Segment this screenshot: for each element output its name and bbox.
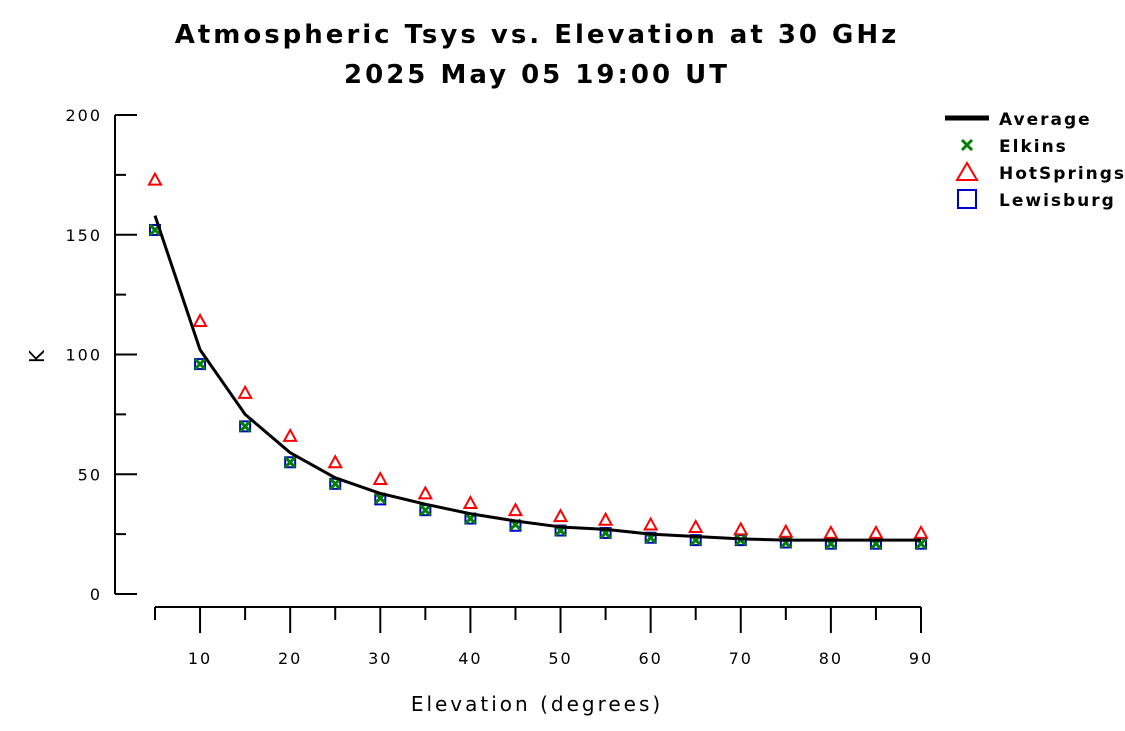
y-tick-label: 200	[65, 106, 102, 125]
legend-label-average: Average	[999, 110, 1092, 130]
data-point-hotsprings	[552, 508, 569, 523]
legend-swatch-hotsprings	[955, 161, 979, 181]
legend-swatch-elkins	[960, 138, 974, 152]
x-tick-label: 50	[548, 649, 572, 668]
data-point-hotsprings	[192, 312, 208, 327]
legend-label-lewisburg: Lewisburg	[999, 191, 1116, 211]
data-point-hotsprings	[327, 454, 343, 469]
x-axis: 10 20 30 40 50 60 70 80 90	[154, 606, 933, 668]
series-line-average	[153, 215, 921, 542]
data-point-hotsprings	[147, 171, 163, 186]
data-point-hotsprings	[913, 524, 929, 539]
x-axis-label: Elevation (degrees)	[411, 692, 663, 716]
data-point-lewisburg	[194, 358, 207, 371]
legend-swatch-lewisburg	[957, 189, 977, 209]
data-point-lewisburg	[284, 456, 297, 469]
data-point-hotsprings	[282, 427, 298, 442]
y-tick-label: 0	[90, 585, 102, 604]
x-tick-label: 10	[188, 649, 212, 668]
data-point-hotsprings	[733, 521, 749, 536]
chart-subtitle: 2025 May 05 19:00 UT	[344, 60, 730, 90]
x-tick-label: 60	[638, 649, 662, 668]
data-point-lewisburg	[239, 420, 252, 433]
x-tick-label: 70	[729, 649, 753, 668]
chart-title: Atmospheric Tsys vs. Elevation at 30 GHz	[175, 20, 900, 50]
data-point-elkins	[284, 456, 297, 469]
x-tick-label: 20	[278, 649, 302, 668]
y-tick-label: 150	[65, 226, 102, 245]
legend-label-elkins: Elkins	[999, 137, 1068, 157]
y-axis-label: K	[25, 347, 49, 363]
data-point-hotsprings	[688, 518, 704, 533]
y-axis: 0 50 100 150 200	[65, 106, 137, 604]
data-point-hotsprings	[597, 511, 614, 526]
data-point-hotsprings	[417, 485, 434, 500]
data-point-hotsprings	[823, 524, 839, 539]
data-point-elkins	[193, 358, 207, 371]
x-tick-label: 30	[368, 649, 392, 668]
data-point-hotsprings	[507, 502, 524, 517]
x-tick-label: 90	[909, 649, 933, 668]
x-tick-label: 40	[458, 649, 482, 668]
data-point-hotsprings	[778, 523, 794, 538]
y-tick-label: 100	[65, 346, 102, 365]
legend-label-hotsprings: HotSprings	[999, 164, 1125, 184]
x-tick-label: 80	[819, 649, 843, 668]
y-tick-label: 50	[78, 465, 102, 484]
legend: Average Elkins HotSprings Lewisburg	[945, 110, 1125, 211]
data-point-hotsprings	[237, 384, 253, 399]
data-point-hotsprings	[372, 470, 388, 486]
data-point-hotsprings	[868, 524, 884, 539]
plot-series	[147, 171, 929, 550]
data-point-hotsprings	[642, 516, 659, 531]
data-point-elkins	[419, 504, 432, 517]
data-point-hotsprings	[462, 494, 479, 509]
data-point-elkins	[239, 420, 252, 433]
